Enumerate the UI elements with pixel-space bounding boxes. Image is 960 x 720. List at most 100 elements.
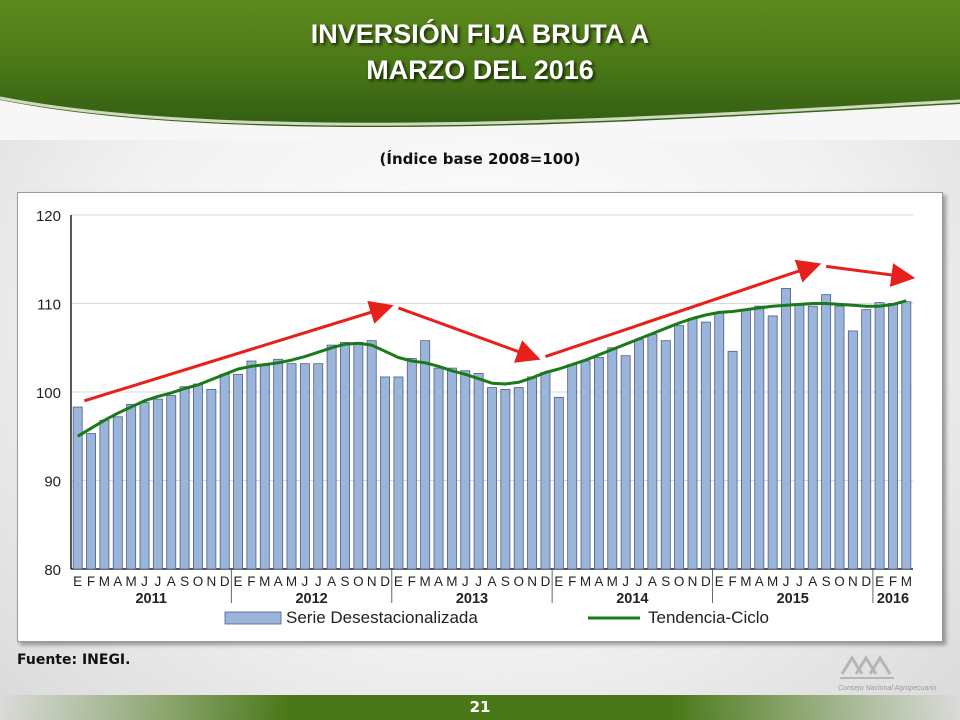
- legend-bar-label: Serie Desestacionalizada: [286, 608, 478, 627]
- month-label: J: [783, 574, 790, 589]
- month-label: S: [822, 574, 831, 589]
- y-tick-label: 110: [37, 297, 61, 314]
- month-label: J: [475, 574, 482, 589]
- month-label: A: [487, 574, 496, 589]
- source-note: Fuente: INEGI.: [17, 652, 131, 668]
- month-label: E: [73, 574, 82, 589]
- bar: [366, 340, 377, 570]
- month-label: N: [688, 574, 698, 589]
- bar: [326, 344, 337, 570]
- month-label: A: [648, 574, 657, 589]
- bar: [299, 363, 310, 570]
- logo-caption: Consejo Nacional Agropecuario: [838, 685, 936, 692]
- bar: [72, 406, 83, 570]
- month-label: M: [607, 574, 618, 589]
- month-label: M: [446, 574, 457, 589]
- month-label: J: [622, 574, 629, 589]
- month-label: A: [594, 574, 603, 589]
- bar: [152, 398, 163, 570]
- month-label: M: [767, 574, 778, 589]
- month-label: N: [367, 574, 377, 589]
- month-label: F: [247, 574, 255, 589]
- month-label: N: [206, 574, 216, 589]
- month-label: M: [126, 574, 137, 589]
- trend-arrow: [83, 300, 394, 403]
- bar: [206, 388, 217, 570]
- bar: [674, 325, 685, 570]
- month-label: J: [302, 574, 309, 589]
- month-label: J: [154, 574, 161, 589]
- bar: [607, 347, 618, 570]
- y-tick-label: 120: [36, 208, 61, 225]
- bar: [340, 342, 350, 570]
- bar: [233, 373, 244, 570]
- trend-line: [76, 299, 907, 438]
- bar: [593, 357, 604, 570]
- month-label: D: [861, 574, 871, 589]
- y-tick-label: 100: [36, 385, 61, 402]
- bar: [861, 309, 872, 570]
- bar: [259, 365, 270, 570]
- bar: [513, 387, 524, 570]
- month-label: A: [808, 574, 817, 589]
- bar: [406, 357, 417, 570]
- bar: [433, 367, 444, 570]
- bar: [112, 416, 123, 570]
- month-label: N: [848, 574, 858, 589]
- chart-frame: 80 90 100 110 120 E F M A M J J A S O N D E F M A M J J A S O N D E F M…: [17, 192, 943, 642]
- month-label: N: [527, 574, 537, 589]
- month-label: A: [113, 574, 122, 589]
- bar: [847, 330, 858, 570]
- month-label: D: [380, 574, 390, 589]
- month-label: E: [234, 574, 243, 589]
- month-label: S: [180, 574, 189, 589]
- bar: [660, 340, 671, 570]
- bar: [273, 358, 284, 570]
- month-label: D: [701, 574, 711, 589]
- footer-bar: [0, 695, 960, 720]
- month-label: J: [462, 574, 469, 589]
- legend-line-label: Tendencia-Ciclo: [648, 608, 769, 627]
- month-label: A: [755, 574, 764, 589]
- month-label: F: [87, 574, 95, 589]
- bar: [313, 363, 324, 570]
- bar: [139, 402, 150, 570]
- month-label: E: [554, 574, 563, 589]
- year-label: 2015: [777, 591, 809, 607]
- month-label: D: [541, 574, 551, 589]
- bar: [353, 342, 364, 570]
- bar: [380, 376, 391, 570]
- header-banner: [0, 0, 960, 135]
- year-label: 2014: [616, 591, 648, 607]
- bar: [99, 419, 110, 570]
- bar: [193, 383, 203, 570]
- bar: [901, 301, 912, 570]
- bar: [754, 305, 765, 570]
- council-logo-icon: Consejo Nacional Agropecuario: [838, 655, 936, 692]
- page-title-line2: MARZO DEL 2016: [366, 55, 594, 85]
- month-label: M: [286, 574, 297, 589]
- month-label: F: [728, 574, 736, 589]
- month-label: S: [661, 574, 670, 589]
- bar: [781, 288, 791, 570]
- year-label: 2012: [295, 591, 327, 607]
- month-label: M: [580, 574, 591, 589]
- bar: [687, 318, 698, 570]
- bar: [888, 303, 898, 570]
- month-label: F: [408, 574, 416, 589]
- bar: [219, 373, 230, 570]
- month-label: A: [327, 574, 336, 589]
- bar: [500, 388, 511, 570]
- bar: [179, 386, 190, 570]
- chart-subtitle: (Índice base 2008=100): [379, 150, 581, 168]
- y-tick-label: 90: [44, 474, 61, 491]
- month-label: J: [636, 574, 643, 589]
- bar: [166, 395, 177, 570]
- month-label: F: [889, 574, 897, 589]
- month-label: S: [501, 574, 510, 589]
- month-label: J: [141, 574, 148, 589]
- month-label: S: [340, 574, 349, 589]
- month-label: M: [420, 574, 431, 589]
- bar: [286, 363, 297, 570]
